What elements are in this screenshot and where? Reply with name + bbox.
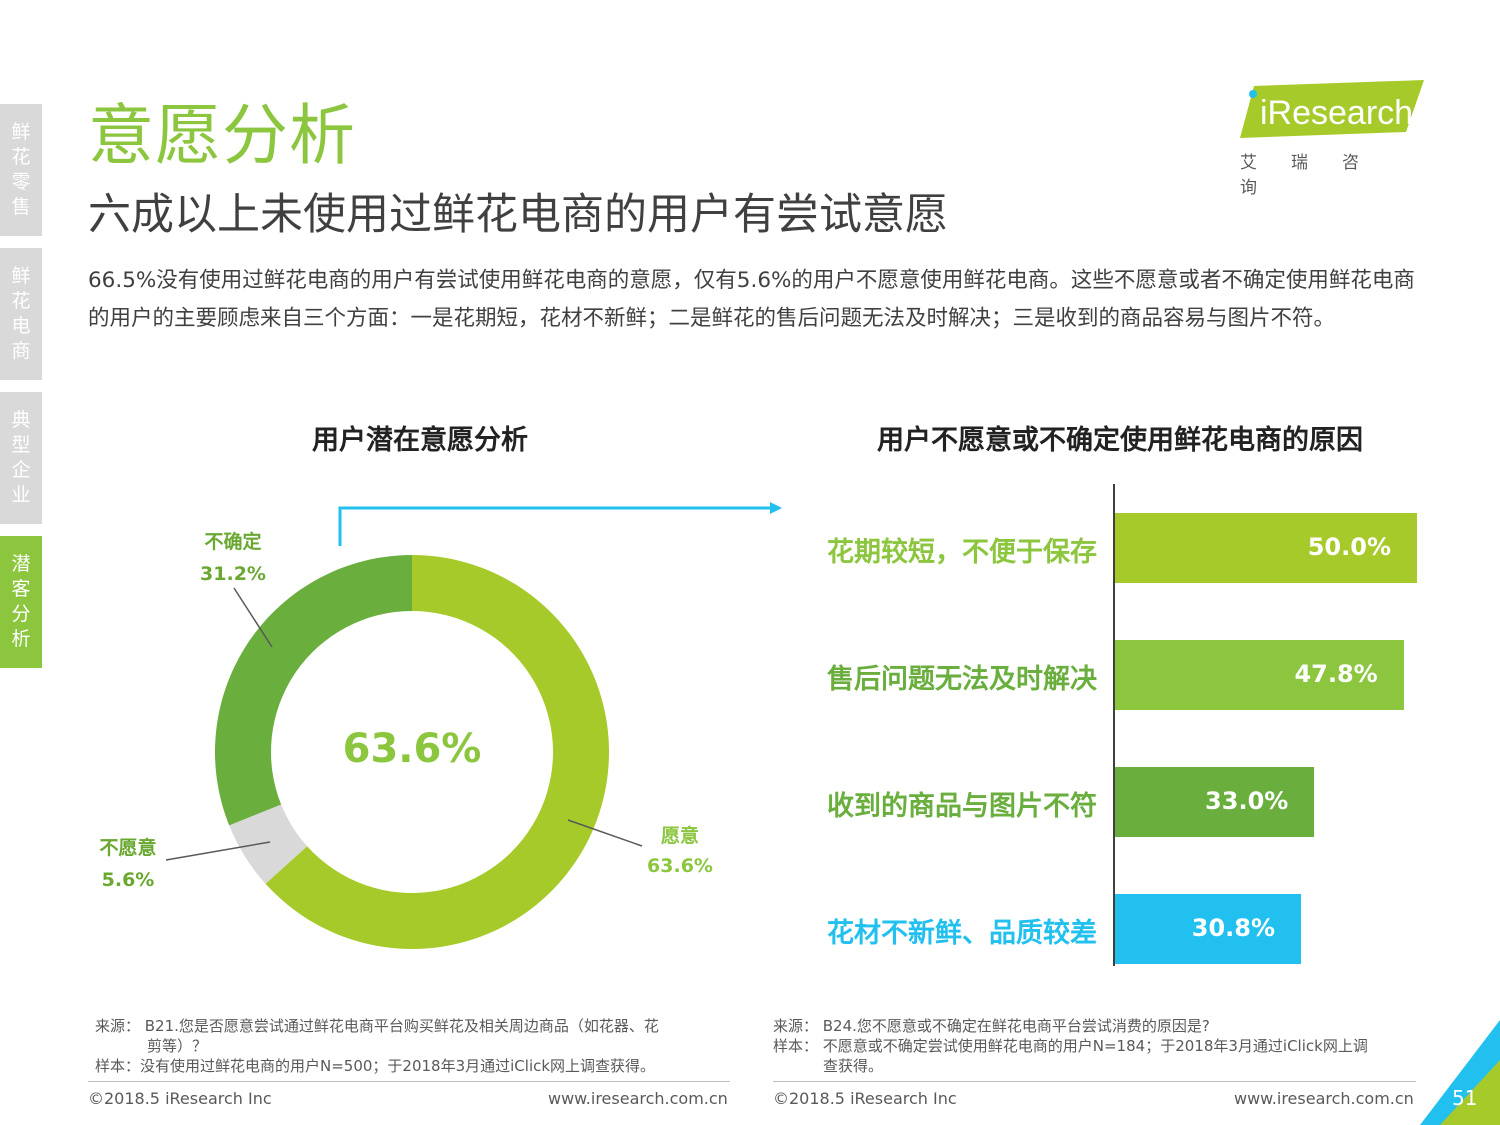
source-line: 来源： B21.您是否愿意尝试通过鲜花电商平台购买鲜花及相关周边商品（如花器、花 — [95, 1017, 659, 1035]
intro-paragraph: 66.5%没有使用过鲜花电商的用户有尝试使用鲜花电商的意愿，仅有5.6%的用户不… — [88, 268, 1415, 331]
sidebar-char: 鲜 — [11, 121, 31, 143]
leader-line-uncertain — [233, 587, 273, 648]
slice-label-uncertain: 不确定 — [204, 531, 262, 553]
sidebar-item-label: 潜客分析 — [11, 552, 30, 652]
sidebar-char: 花 — [11, 290, 31, 312]
sidebar-char: 分 — [11, 603, 31, 625]
source-line: 来源： B24.您不愿意或不确定在鲜花电商平台尝试消费的原因是? — [773, 1017, 1210, 1035]
sidebar-char: 鲜 — [11, 265, 31, 287]
source-line: 查获得。 — [823, 1057, 884, 1075]
sidebar-item-retail[interactable]: 鲜花零售 — [0, 104, 42, 236]
slice-label-willing: 愿意 — [660, 825, 699, 847]
sidebar-char: 电 — [11, 315, 31, 337]
footer-copyright-left: ©2018.5 iResearch Inc — [88, 1089, 272, 1108]
sidebar-char: 型 — [11, 434, 31, 456]
sidebar-char: 析 — [11, 628, 31, 650]
sidebar-char: 企 — [11, 459, 31, 481]
bar-3 — [1115, 894, 1302, 964]
sidebar-item-companies[interactable]: 典型企业 — [0, 392, 42, 524]
connector-arrow-line — [338, 506, 770, 546]
sidebar-item-potential[interactable]: 潜客分析 — [0, 536, 42, 668]
bar-category-label: 花期较短，不便于保存 — [827, 537, 1097, 568]
donut-chart-title: 用户潜在意愿分析 — [312, 425, 528, 456]
donut-center-value: 63.6% — [342, 726, 482, 772]
connector-arrow-head — [770, 502, 782, 514]
sidebar-item-label: 典型企业 — [11, 408, 30, 508]
donut-slice-2 — [214, 555, 412, 826]
bar-value-label: 47.8% — [1294, 660, 1378, 688]
source-line: 剪等）？ — [147, 1037, 208, 1055]
footer-divider-right — [773, 1081, 1416, 1082]
bar-chart: 50.0% 花期较短，不便于保存 47.8% 售后问题无法及时解决 33.0% 收到的商品… — [790, 484, 1430, 974]
footer-url-left[interactable]: www.iresearch.com.cn — [548, 1089, 728, 1108]
bar-chart-title: 用户不愿意或不确定使用鲜花电商的原因 — [877, 425, 1363, 456]
slice-value-uncertain: 31.2% — [200, 563, 266, 585]
sidebar-item-label: 鲜花电商 — [11, 264, 30, 364]
source-line: 样本： 不愿意或不确定尝试使用鲜花电商的用户N=184；于2018年3月通过iC… — [773, 1037, 1368, 1055]
page-number: 51 — [1452, 1086, 1478, 1110]
slice-value-unwilling: 5.6% — [101, 869, 155, 891]
sidebar-item-ecommerce[interactable]: 鲜花电商 — [0, 248, 42, 380]
sidebar-char: 典 — [11, 409, 31, 431]
bar-value-label: 50.0% — [1307, 533, 1391, 561]
bar-category-label: 花材不新鲜、品质较差 — [827, 918, 1097, 949]
sidebar-char: 客 — [11, 578, 31, 600]
source-line: 样本：没有使用过鲜花电商的用户N=500；于2018年3月通过iClick网上调… — [95, 1057, 656, 1075]
footer-divider-left — [88, 1081, 730, 1082]
leader-line-unwilling — [165, 841, 271, 861]
bar-value-label: 30.8% — [1191, 914, 1276, 942]
source-note-left: 来源： B21.您是否愿意尝试通过鲜花电商平台购买鲜花及相关周边商品（如花器、花… — [95, 1016, 735, 1076]
page-title: 意愿分析 — [88, 97, 356, 174]
sidebar-char: 业 — [11, 484, 31, 506]
bar-category-label: 收到的商品与图片不符 — [827, 791, 1097, 822]
bar-category-label: 售后问题无法及时解决 — [827, 664, 1097, 695]
bar-0 — [1115, 513, 1417, 583]
sidebar-item-label: 鲜花零售 — [11, 120, 30, 220]
sidebar-char: 零 — [11, 171, 31, 193]
sidebar-char: 潜 — [11, 553, 31, 575]
iresearch-logo: iResearch — [1240, 80, 1426, 146]
bar-axis-line — [1113, 484, 1115, 966]
donut-slice-1 — [229, 804, 308, 884]
logo-cn-text: 艾瑞咨询 — [1240, 153, 1393, 198]
leader-line-willing — [567, 819, 643, 847]
footer-url-right[interactable]: www.iresearch.com.cn — [1234, 1089, 1414, 1108]
slice-value-willing: 63.6% — [647, 855, 713, 877]
bar-value-label: 33.0% — [1205, 787, 1289, 815]
sidebar-char: 商 — [11, 340, 31, 362]
sidebar-char: 售 — [11, 196, 31, 218]
bar-2 — [1115, 767, 1315, 837]
corner-decoration — [1420, 1020, 1500, 1125]
slice-label-unwilling: 不愿意 — [99, 837, 157, 859]
source-note-right: 来源： B24.您不愿意或不确定在鲜花电商平台尝试消费的原因是? 样本： 不愿意… — [773, 1016, 1433, 1076]
bar-1 — [1115, 640, 1404, 710]
page-subtitle: 六成以上未使用过鲜花电商的用户有尝试意愿 — [88, 190, 948, 240]
sidebar-char: 花 — [11, 146, 31, 168]
svg-text:iResearch: iResearch — [1260, 94, 1413, 132]
donut-slice-0 — [265, 555, 609, 949]
donut-chart — [165, 502, 782, 949]
footer-copyright-right: ©2018.5 iResearch Inc — [773, 1089, 957, 1108]
